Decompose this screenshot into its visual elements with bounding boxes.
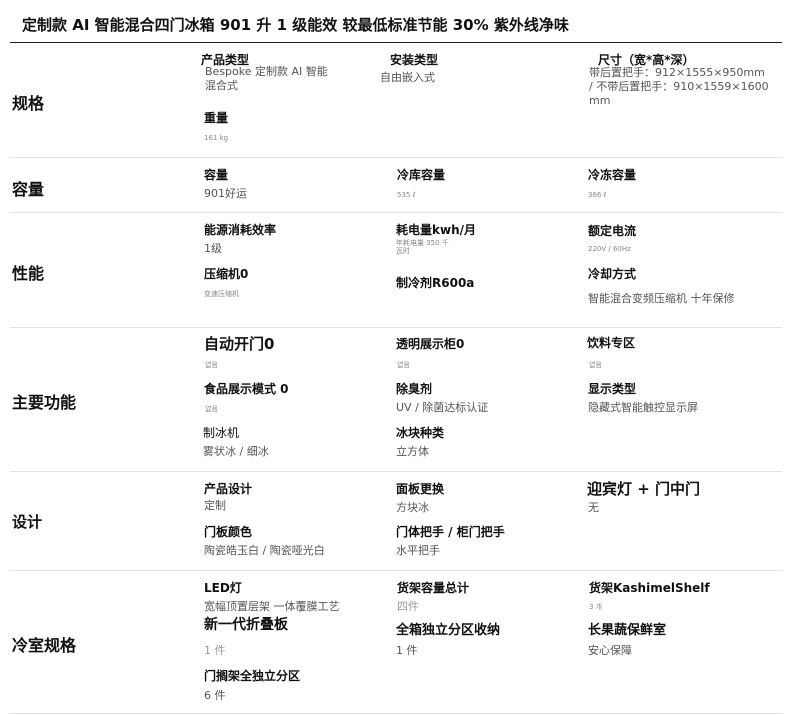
spec-label: 产品设计 xyxy=(204,482,253,496)
divider xyxy=(10,713,782,714)
spec-label: 重量 xyxy=(204,111,229,125)
divider xyxy=(10,471,782,472)
spec-value: 无 xyxy=(588,501,599,514)
spec-value: 水平把手 xyxy=(396,544,440,557)
spec-label: 货架容量总计 xyxy=(397,581,470,595)
spec-label: 除臭剂 xyxy=(396,382,433,396)
spec-value: 161 kg xyxy=(204,134,229,142)
divider xyxy=(10,570,782,571)
spec-label: 透明展示柜0 xyxy=(396,337,465,351)
spec-value: 6 件 xyxy=(204,689,226,702)
spec-label: 货架KashimelShelf xyxy=(589,581,710,595)
spec-value: 安心保障 xyxy=(588,644,632,657)
spec-label: 全箱独立分区收纳 xyxy=(396,623,501,638)
spec-value: 없음 xyxy=(205,361,218,369)
divider xyxy=(10,157,782,158)
spec-value: 定制 xyxy=(204,499,226,512)
spec-value: 1 件 xyxy=(204,644,226,657)
spec-label: 门搁架全独立分区 xyxy=(204,669,301,683)
spec-label: 冷却方式 xyxy=(588,267,637,281)
spec-label: 新一代折叠板 xyxy=(204,617,288,633)
spec-label: 尺寸（宽*高*深） xyxy=(598,53,695,67)
divider xyxy=(10,327,782,328)
spec-label: 饮料专区 xyxy=(587,336,636,350)
section-title: 性能 xyxy=(12,264,45,283)
spec-label: 制冰机 xyxy=(203,426,240,440)
spec-label: 耗电量kwh/月 xyxy=(396,223,476,237)
spec-value: 方块冰 xyxy=(396,501,429,514)
spec-value: 年耗电量 350 千瓦时 xyxy=(396,239,449,255)
spec-value: 四件 xyxy=(397,600,419,613)
spec-label: 显示类型 xyxy=(588,382,637,396)
spec-value: 变速压缩机 xyxy=(204,290,239,298)
spec-value: 立方体 xyxy=(396,445,429,458)
spec-label: 冷冻容量 xyxy=(588,168,637,182)
section-title: 冷室规格 xyxy=(12,636,77,655)
spec-value: 自由嵌入式 xyxy=(380,71,435,84)
spec-label: 长果蔬保鲜室 xyxy=(588,623,667,638)
divider xyxy=(10,42,782,43)
spec-value: 220V / 60Hz xyxy=(588,245,631,253)
spec-label: 冰块种类 xyxy=(396,426,445,440)
spec-value: 陶瓷皓玉白 / 陶瓷哑光白 xyxy=(204,544,325,557)
spec-label: 冷库容量 xyxy=(397,168,446,182)
divider xyxy=(10,212,782,213)
spec-label: 产品类型 xyxy=(201,53,250,67)
section-title: 主要功能 xyxy=(12,393,77,412)
page-title: 定制款 AI 智能混合四门冰箱 901 升 1 级能效 较最低标准节能 30% … xyxy=(22,16,569,34)
spec-value: 535 ℓ xyxy=(397,191,416,199)
spec-value: 901好运 xyxy=(204,187,247,200)
spec-value: 宽幅顶置层架 一体覆膜工艺 xyxy=(204,600,340,613)
spec-value: 雾状冰 / 细冰 xyxy=(203,445,269,458)
spec-label: 自动开门0 xyxy=(204,335,275,353)
spec-value: 1级 xyxy=(204,242,222,255)
spec-value: 3 개 xyxy=(589,603,603,611)
spec-label: 安装类型 xyxy=(390,53,439,67)
spec-value: 1 件 xyxy=(396,644,418,657)
spec-value: 智能混合变频压缩机 十年保修 xyxy=(588,292,735,305)
spec-value: 隐藏式智能触控显示屏 xyxy=(588,401,698,414)
spec-label: 额定电流 xyxy=(588,224,637,238)
spec-value: Bespoke 定制款 AI 智能混合式 xyxy=(205,65,328,92)
spec-label: 能源消耗效率 xyxy=(204,223,277,237)
spec-value: 없음 xyxy=(397,361,410,369)
section-title: 设计 xyxy=(12,513,43,531)
spec-value: 없음 xyxy=(589,361,602,369)
spec-label: 迎宾灯 + 门中门 xyxy=(587,480,701,498)
spec-label: 容量 xyxy=(204,168,229,182)
spec-label: LED灯 xyxy=(204,581,242,595)
spec-label: 制冷剂R600a xyxy=(396,276,475,290)
section-title: 容量 xyxy=(12,180,45,199)
spec-value: 366 ℓ xyxy=(588,191,607,199)
spec-value: UV / 除菌达标认证 xyxy=(396,401,489,414)
spec-label: 门板颜色 xyxy=(204,525,253,539)
spec-value: 없음 xyxy=(205,405,218,413)
spec-label: 食品展示模式 0 xyxy=(204,382,289,396)
section-title: 规格 xyxy=(12,94,45,113)
spec-label: 压缩机0 xyxy=(204,267,249,281)
spec-value: 带后置把手：912×1555×950mm / 不带后置把手：910×1559×1… xyxy=(589,66,769,107)
spec-label: 门体把手 / 柜门把手 xyxy=(396,525,505,539)
spec-label: 面板更换 xyxy=(396,482,445,496)
